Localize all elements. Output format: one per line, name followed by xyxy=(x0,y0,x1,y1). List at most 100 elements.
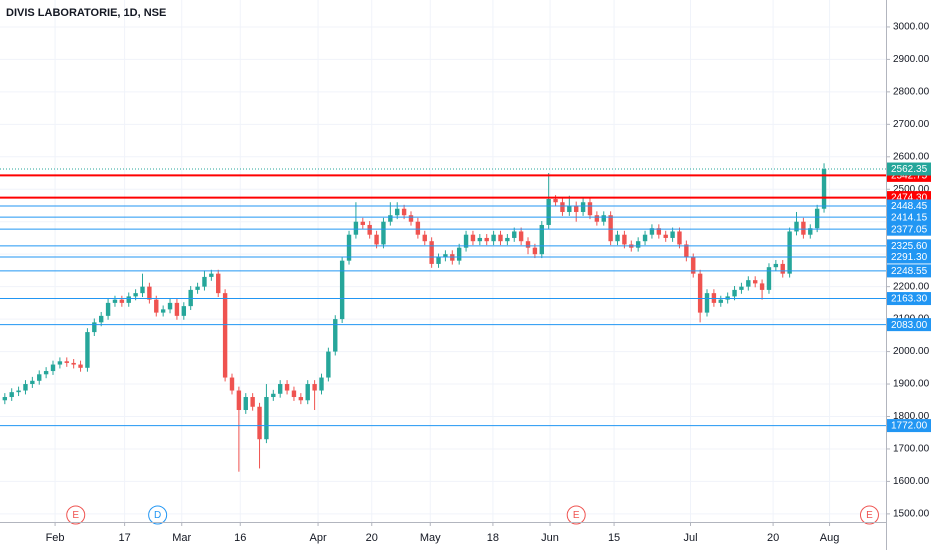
x-tick-label: 17 xyxy=(118,532,130,544)
candle-body xyxy=(154,299,159,313)
candle-body xyxy=(326,351,331,378)
candle-body xyxy=(346,234,352,261)
candle-body xyxy=(408,215,414,222)
price-label: 2448.45 xyxy=(891,201,928,212)
candle-body xyxy=(209,273,214,277)
candle-body xyxy=(30,380,35,385)
candle-body xyxy=(691,257,696,274)
x-tick-label: 15 xyxy=(608,532,620,544)
event-marker xyxy=(66,505,86,525)
candle-body xyxy=(704,293,710,313)
event-label: D xyxy=(154,510,161,521)
candle-body xyxy=(119,299,125,303)
candle-body xyxy=(339,260,345,320)
event-label: E xyxy=(72,510,79,521)
candle-body xyxy=(512,231,517,238)
candle-body xyxy=(739,286,744,290)
candle-body xyxy=(746,280,751,287)
candle-body xyxy=(601,215,606,222)
candle-body xyxy=(732,289,737,297)
candle-body xyxy=(23,384,28,391)
candle-body xyxy=(388,215,393,222)
candle-body xyxy=(663,234,668,238)
candle-body xyxy=(216,273,221,294)
y-tick-label: 2000.00 xyxy=(893,346,930,357)
price-label-box xyxy=(887,239,931,253)
candle-body xyxy=(773,263,779,268)
x-tick-label: 16 xyxy=(234,532,246,544)
candle-body xyxy=(436,257,441,264)
candle-body xyxy=(594,215,600,222)
candle-body xyxy=(78,364,83,368)
candle-body xyxy=(277,384,283,394)
y-tick-label: 2800.00 xyxy=(893,87,930,98)
y-tick-label: 2200.00 xyxy=(893,281,930,292)
candle-body xyxy=(50,364,56,372)
grid xyxy=(0,0,886,522)
candle-body xyxy=(587,202,593,216)
candle-body xyxy=(670,231,675,238)
candle-body xyxy=(64,361,69,363)
candle-body xyxy=(684,244,689,258)
price-label: 2248.55 xyxy=(891,266,928,277)
price-label-box xyxy=(887,318,931,332)
candle-body xyxy=(456,247,462,261)
x-tick-label: 20 xyxy=(767,532,779,544)
candle-body xyxy=(539,224,544,255)
candle-body xyxy=(312,384,317,391)
candle-body xyxy=(491,234,496,242)
candle-body xyxy=(140,286,145,294)
price-label: 2291.30 xyxy=(891,252,928,263)
x-tick-label: Apr xyxy=(309,532,326,544)
price-label-box xyxy=(887,210,931,224)
candle-body xyxy=(126,296,131,303)
candle-body xyxy=(181,306,187,316)
price-label: 2083.00 xyxy=(891,320,928,331)
price-label: 2414.15 xyxy=(891,212,928,223)
candle-body xyxy=(787,231,792,274)
candle-body xyxy=(415,221,421,235)
x-tick-label: Aug xyxy=(820,532,840,544)
candle-body xyxy=(463,234,469,248)
event-label: E xyxy=(866,510,873,521)
price-label: 1772.00 xyxy=(891,421,928,432)
candle-body xyxy=(243,397,248,411)
candle-body xyxy=(85,332,90,368)
chart-title: DIVIS LABORATORIE, 1D, NSE xyxy=(6,7,166,19)
candle-body xyxy=(160,309,166,313)
candle-body xyxy=(229,377,235,391)
candle-body xyxy=(443,254,448,258)
price-label-box xyxy=(887,222,931,236)
candle-body xyxy=(422,234,427,242)
event-marker xyxy=(859,505,879,525)
candle-body xyxy=(9,392,14,398)
candle-body xyxy=(360,221,365,225)
price-label-box xyxy=(887,264,931,278)
candle-body xyxy=(656,228,662,235)
y-tick-label: 1500.00 xyxy=(893,509,930,520)
candle-body xyxy=(188,289,193,307)
candle-body xyxy=(222,293,228,378)
event-marker xyxy=(148,505,168,525)
candle-body xyxy=(546,198,551,225)
candle-body xyxy=(250,397,255,407)
y-tick-label: 1800.00 xyxy=(893,411,930,422)
candle-body xyxy=(401,208,407,216)
candle-body xyxy=(752,280,758,284)
candle-body xyxy=(766,267,772,290)
x-tick-label: 20 xyxy=(366,532,378,544)
price-label-box xyxy=(887,199,931,213)
candle-body xyxy=(147,286,152,300)
candle-body xyxy=(284,384,290,391)
event-label: E xyxy=(573,510,580,521)
candle-body xyxy=(71,362,76,365)
x-tick-label: Mar xyxy=(172,532,191,544)
x-tick-label: Jul xyxy=(683,532,697,544)
candle-body xyxy=(505,237,510,242)
candle-body xyxy=(518,231,524,242)
candle-body xyxy=(470,234,476,242)
candle-body xyxy=(477,237,483,242)
